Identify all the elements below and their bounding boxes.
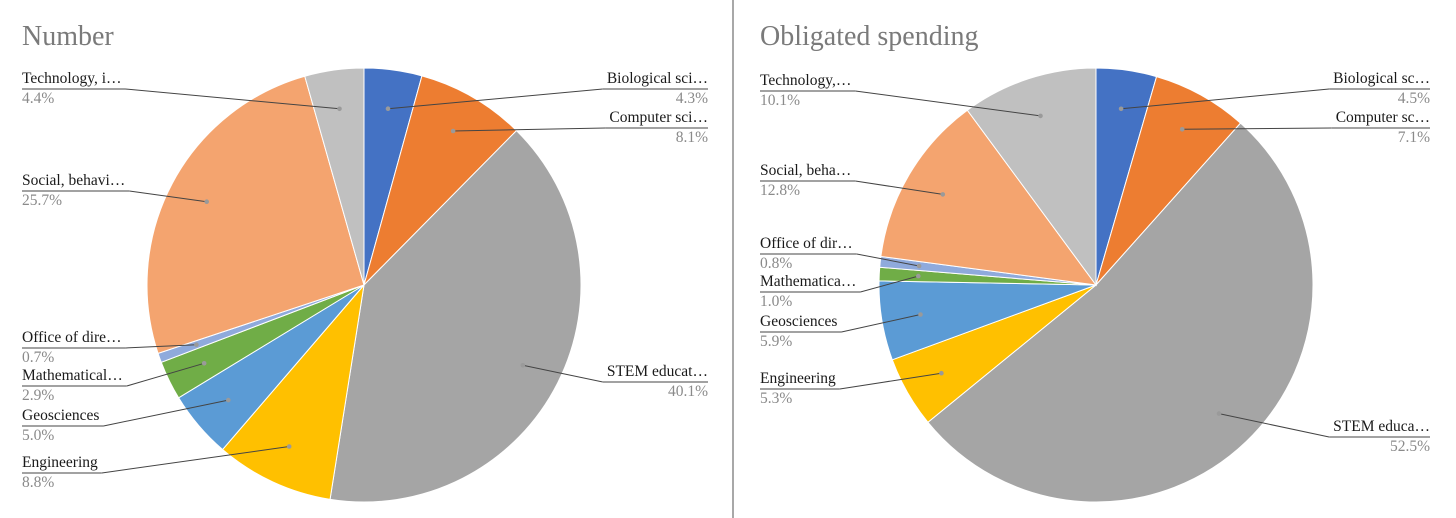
leader-line <box>453 127 606 132</box>
leader-dot <box>940 192 946 197</box>
leader-dot <box>385 106 391 111</box>
pie-slice-computer-sci <box>363 75 518 287</box>
slice-percent: 0.7% <box>22 349 54 366</box>
slice-percent: 5.9% <box>760 333 792 350</box>
slice-percent: 2.9% <box>22 387 54 404</box>
slice-label: Office of dire… <box>22 329 122 346</box>
slice-percent: 8.1% <box>676 129 708 146</box>
slice-label: Social, beha… <box>760 162 851 179</box>
slice-label: Engineering <box>760 370 836 387</box>
slice-percent: 8.8% <box>22 474 54 491</box>
leader-line <box>522 364 603 383</box>
slice-label: Technology, i… <box>22 70 122 87</box>
leader-dot <box>916 273 921 279</box>
leader-line <box>1218 413 1330 438</box>
leader-line <box>126 362 205 387</box>
pie-slice-social-behavi <box>146 75 365 354</box>
slice-percent: 7.1% <box>1398 129 1430 146</box>
slice-percent: 10.1% <box>760 92 800 109</box>
slice-label: Engineering <box>22 454 98 471</box>
slice-label: Biological sci… <box>607 70 708 87</box>
leader-line <box>1121 88 1330 110</box>
slice-percent: 5.0% <box>22 427 54 444</box>
leader-line <box>855 90 1041 117</box>
slice-percent: 25.7% <box>22 192 62 209</box>
leader-dot <box>1216 411 1222 416</box>
leader-line <box>855 180 943 195</box>
slice-label: Computer sci… <box>609 109 708 126</box>
leader-dot <box>1038 113 1043 119</box>
pie-slice-technology-i <box>304 67 365 286</box>
pie-labels: Biological sci… 4.3% Computer sci… 8.1% STEM… <box>22 70 708 491</box>
slice-label: Geosciences <box>22 407 99 424</box>
pie-slice-stem-educa <box>927 122 1314 503</box>
pie-slice-engineering <box>221 283 365 500</box>
leader-line <box>856 253 920 267</box>
leader-dot <box>520 363 526 368</box>
obligated-spending-pie-chart: Obligated spending Biological sc… 4.5% Com… <box>760 21 1430 503</box>
slice-label: Technology,… <box>760 72 851 89</box>
leader-dot <box>286 444 292 449</box>
pie-slices <box>878 67 1314 503</box>
slice-percent: 4.4% <box>22 90 54 107</box>
slice-label: Geosciences <box>760 313 837 330</box>
slice-percent: 52.5% <box>1390 438 1430 455</box>
slice-percent: 40.1% <box>668 383 708 400</box>
slice-label: Mathematical… <box>22 367 123 384</box>
leader-dot <box>1118 106 1124 112</box>
slice-label: Mathematica… <box>760 273 856 290</box>
slice-label: Biological sc… <box>1333 70 1430 87</box>
leader-dot <box>204 199 209 204</box>
leader-line <box>101 446 290 474</box>
leader-line <box>839 372 942 390</box>
slice-percent: 0.8% <box>760 255 792 272</box>
slice-label: Computer sc… <box>1336 109 1430 126</box>
slice-label: Social, behavi… <box>22 172 125 189</box>
slice-percent: 1.0% <box>760 293 792 310</box>
leader-line <box>103 399 229 427</box>
leader-line <box>125 344 197 349</box>
leader-dot <box>1179 127 1185 132</box>
leader-dot <box>337 106 342 112</box>
leader-dot <box>918 312 923 317</box>
pie-slice-technology <box>966 67 1097 287</box>
slice-percent: 4.5% <box>1398 90 1430 107</box>
slice-percent: 12.8% <box>760 182 800 199</box>
leader-line <box>129 190 207 203</box>
pie-slice-stem-educat <box>329 129 582 503</box>
pie-slice-social-beha <box>880 109 1098 286</box>
leader-line <box>1182 127 1332 130</box>
leader-dot <box>939 370 944 376</box>
number-pie-chart: Number Biological sci… 4.3% Computer sci… 8… <box>22 21 708 503</box>
chart-title: Number <box>22 21 114 52</box>
chart-title: Obligated spending <box>760 21 979 52</box>
leader-dot <box>226 397 231 403</box>
slice-label: STEM educa… <box>1333 418 1430 435</box>
leader-dot <box>194 342 199 348</box>
leader-line <box>841 314 921 333</box>
slice-percent: 5.3% <box>760 390 792 407</box>
slice-label: Office of dir… <box>760 235 853 252</box>
slice-percent: 4.3% <box>676 90 708 107</box>
pie-labels: Biological sc… 4.5% Computer sc… 7.1% STEM e… <box>760 70 1430 455</box>
slice-label: STEM educat… <box>607 363 708 380</box>
leader-line <box>125 88 340 110</box>
leader-dot <box>916 263 922 269</box>
leader-dot <box>450 128 456 134</box>
leader-line <box>387 88 603 110</box>
leader-line <box>860 275 919 293</box>
leader-dot <box>201 361 207 366</box>
pie-slices <box>146 67 582 503</box>
